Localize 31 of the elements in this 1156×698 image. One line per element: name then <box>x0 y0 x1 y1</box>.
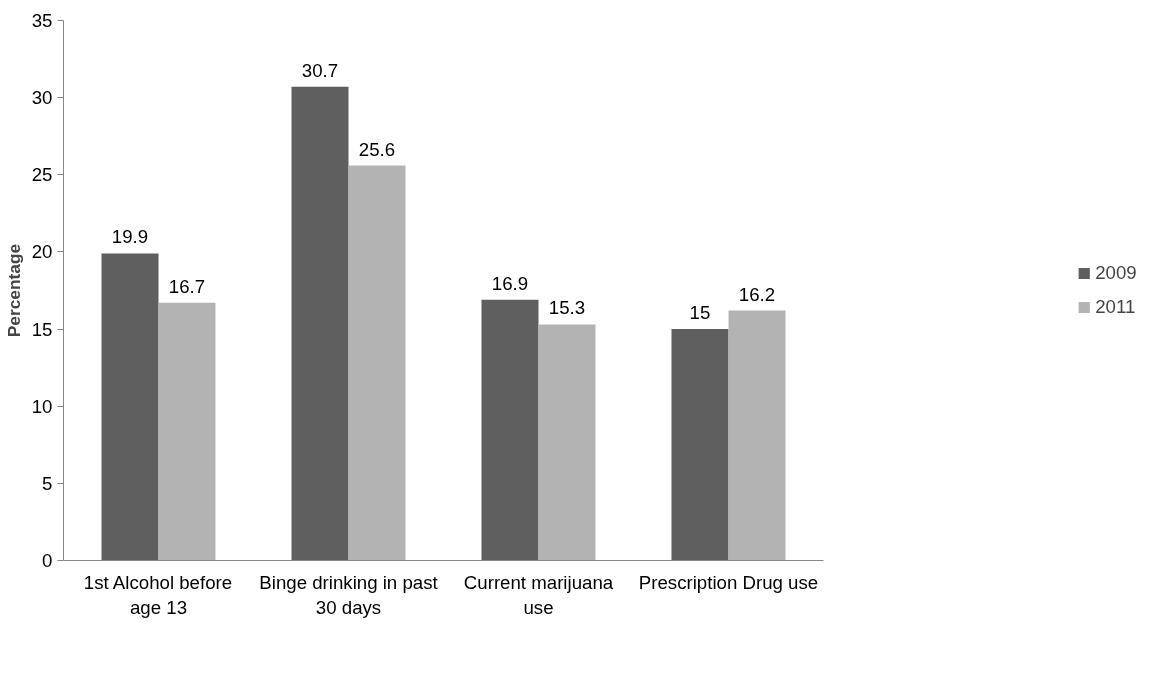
bar <box>671 329 729 561</box>
bar <box>481 299 539 561</box>
y-tick-label: 0 <box>42 550 53 571</box>
x-tick-label: Prescription Drug use <box>638 571 819 593</box>
bar <box>101 253 159 561</box>
legend-label: 2009 <box>1095 262 1137 284</box>
x-tick-label: Binge drinking in past 30 days <box>259 571 439 618</box>
bar <box>348 165 406 561</box>
data-label: 16.9 <box>491 272 529 294</box>
data-label: 16.2 <box>738 283 776 305</box>
x-tick-label: 1st Alcohol before age 13 <box>83 571 233 618</box>
y-tick-label: 5 <box>42 472 53 494</box>
data-label: 25.6 <box>358 138 396 160</box>
data-label: 15 <box>689 302 711 324</box>
data-label: 19.9 <box>111 226 149 248</box>
bar <box>291 86 349 561</box>
y-axis-title: Percentage <box>3 243 24 338</box>
bar <box>728 310 786 561</box>
legend-label: 2011 <box>1095 296 1136 318</box>
bar <box>158 302 216 561</box>
y-tick-label: 10 <box>31 395 53 417</box>
y-tick-label: 15 <box>31 318 53 340</box>
data-label: 16.7 <box>168 275 206 297</box>
y-tick-label: 25 <box>31 164 53 186</box>
data-label: 15.3 <box>548 297 586 319</box>
bar <box>538 324 596 561</box>
data-label: 30.7 <box>301 59 339 81</box>
y-tick-label: 20 <box>31 241 53 263</box>
y-tick-label: 30 <box>31 87 53 109</box>
y-tick-label: 35 <box>31 10 53 31</box>
x-tick-label: Current marijuana use <box>463 571 614 618</box>
